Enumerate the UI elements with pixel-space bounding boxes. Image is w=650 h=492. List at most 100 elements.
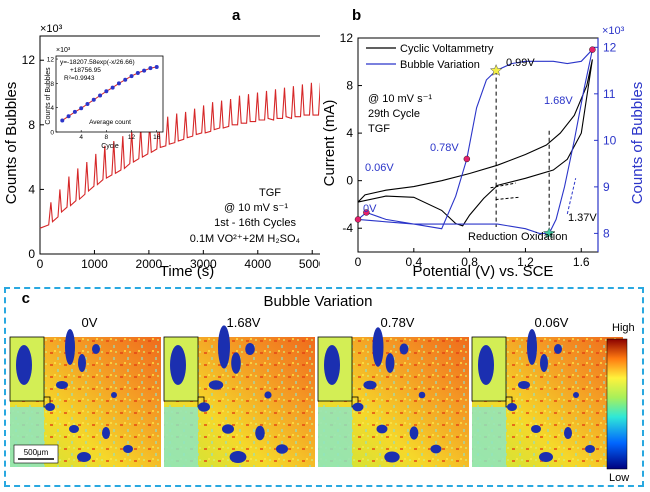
map-low-region	[164, 407, 198, 467]
inset-y-tick-label: 8	[50, 81, 54, 88]
map-low-region	[472, 407, 506, 467]
panel-b-ylabel-right: Counts of Bubbles	[629, 82, 646, 205]
inset-point	[60, 118, 65, 123]
map-bubble	[564, 427, 572, 439]
panel-a-xlabel: Time (s)	[160, 263, 214, 280]
marker-label-099: 0.99V	[506, 57, 535, 69]
x-tick-label: 0.4	[405, 255, 422, 269]
panel-b-chart: b ×10³ Current (mA) Counts of Bubbles Po…	[321, 7, 646, 280]
annotation-line: TGF	[259, 187, 281, 199]
panel-b-xlabel: Potential (V) vs. SCE	[413, 263, 554, 280]
y-tick-label: -4	[342, 221, 353, 235]
marker-label-006: 0.06V	[365, 162, 394, 174]
map-bubble	[531, 425, 541, 433]
annotation-line: @ 10 mV s⁻¹	[224, 202, 288, 214]
y-right-tick-label: 10	[603, 133, 617, 147]
inset-series	[60, 64, 159, 123]
map-frame: 0.06V	[471, 315, 623, 467]
map-bubble	[527, 329, 537, 365]
map-frame-label: 0.78V	[381, 315, 415, 330]
marker-label-137: 1.37V	[568, 212, 597, 224]
panel-b-ticks: 0 0.4 0.8 1.2 1.6 -4 0 4 8 12 8 9 10 11 12	[340, 31, 617, 269]
inset-x-tick-label: 8	[105, 134, 109, 141]
map-bubble	[363, 380, 377, 390]
inset-equation-1: y=-18207.58exp(-x/26.66)	[60, 59, 135, 66]
map-bubble	[507, 403, 517, 411]
map-bubble	[222, 424, 234, 434]
series-line-bubble-count	[39, 82, 320, 229]
inset-point	[72, 109, 77, 114]
map-bubble	[78, 354, 86, 372]
map-frame-label: 1.68V	[227, 315, 261, 330]
inset-y-tick-label: 0	[50, 130, 54, 137]
panel-b-region-labels: Reduction Oxidation	[468, 231, 567, 243]
info-line: TGF	[368, 123, 390, 135]
panel-b-legend: Cyclic Voltammetry Bubble Variation	[366, 43, 494, 71]
map-bubble	[418, 391, 426, 399]
map-bubble	[539, 452, 553, 462]
colorbar-high: High	[612, 322, 635, 334]
legend-bubble-label: Bubble Variation	[400, 59, 480, 71]
panel-b-series	[354, 46, 596, 239]
marker-label-078: 0.78V	[430, 142, 459, 154]
arrow-forward	[490, 182, 516, 189]
series-line-cv	[357, 59, 593, 227]
map-bubble	[208, 380, 224, 390]
map-bubble	[276, 444, 288, 454]
map-bubble	[102, 427, 110, 439]
map-frame: 1.68V	[163, 315, 315, 467]
inset-exponent: ×10³	[56, 47, 71, 54]
map-bubble	[229, 451, 247, 463]
y-right-tick-label: 11	[603, 87, 616, 101]
x-tick-label: 1.2	[517, 255, 534, 269]
map-bubble	[264, 391, 272, 399]
y-tick-label: 0	[346, 174, 353, 188]
inset-point	[91, 97, 96, 102]
panel-c-frames: 0V 1.68V 0.78V 0.06V 500μm	[9, 315, 623, 467]
panel-b-marker-labels: 0.99V 1.68V 0.78V 0.06V 0V 1.37V	[363, 57, 597, 224]
map-bubble	[123, 445, 133, 453]
panel-a-inset: ×10³ Counts of Bubbles Cycle y=-18207.58…	[45, 47, 164, 150]
inset-r2: R²=0.9943	[64, 75, 95, 82]
map-bubble	[518, 381, 530, 389]
map-bubble	[430, 444, 442, 454]
inset-xlabel: Cycle	[101, 143, 119, 150]
panel-c-letter-wrap: c	[22, 290, 30, 307]
x-tick-label: 1.6	[573, 255, 590, 269]
map-bubble	[56, 381, 68, 389]
annotation-line: 1st - 16th Cycles	[214, 217, 296, 229]
inset-point	[129, 74, 134, 79]
map-bubble	[92, 344, 100, 354]
marker-078	[463, 155, 471, 163]
marker-label-0: 0V	[363, 203, 377, 215]
map-bubble	[245, 343, 255, 355]
map-bubble	[585, 445, 595, 453]
panel-c-title: Bubble Variation	[264, 293, 373, 310]
map-zoom-bubble	[478, 345, 494, 385]
panel-a-chart: a ×10³ Counts of Bubbles Time (s) 0 1000 2…	[3, 7, 320, 280]
map-bubble	[399, 343, 409, 355]
y-tick-label: 8	[28, 118, 35, 132]
panel-b-ylabel-left: Current (mA)	[321, 100, 338, 187]
marker-0	[354, 216, 362, 223]
colorbar-low: Low	[609, 472, 629, 484]
y-tick-label: 8	[346, 79, 353, 93]
inset-point	[110, 85, 115, 90]
panel-c-letter: c	[22, 290, 30, 307]
map-bubble	[45, 403, 55, 411]
inset-fit-line	[62, 66, 157, 121]
map-bubble	[111, 392, 117, 398]
marker-006	[363, 209, 370, 216]
inset-point	[66, 114, 71, 119]
map-bubble	[65, 329, 75, 365]
map-zoom-bubble	[170, 345, 186, 385]
x-tick-label: 4000	[244, 257, 271, 271]
inset-x-tick-label: 4	[79, 134, 83, 141]
inset-point	[98, 93, 103, 98]
y-tick-label: 4	[28, 182, 35, 196]
inset-x-tick-label: 12	[128, 134, 136, 141]
x-tick-label: 0.8	[461, 255, 478, 269]
colorbar	[606, 338, 628, 470]
y-tick-label: 0	[28, 247, 35, 261]
